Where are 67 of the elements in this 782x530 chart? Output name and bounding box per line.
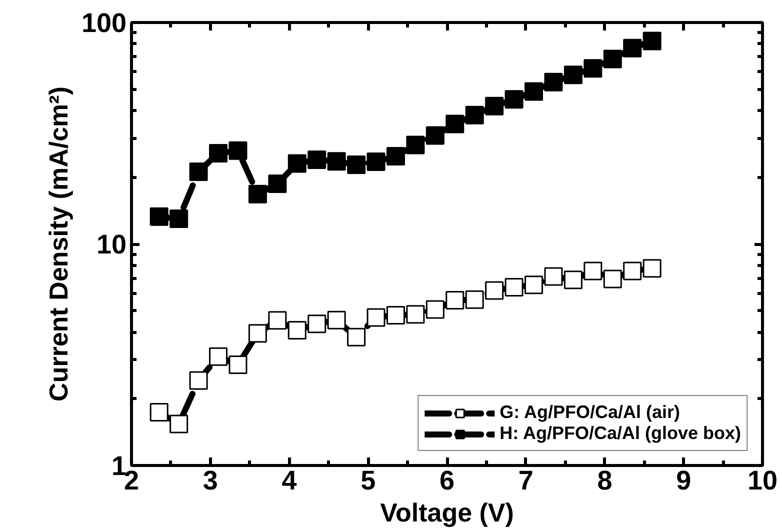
- point: [366, 152, 386, 172]
- point: [603, 50, 622, 68]
- x-tick-label: 8: [597, 466, 612, 496]
- point: [584, 262, 602, 280]
- x-axis-title: Voltage (V): [380, 498, 514, 528]
- point: [564, 270, 582, 290]
- point: [386, 146, 405, 166]
- point: [544, 267, 563, 286]
- point: [446, 114, 464, 134]
- point: [228, 141, 248, 160]
- point: [623, 38, 642, 58]
- point: [347, 155, 366, 174]
- point: [426, 126, 444, 145]
- point: [248, 184, 267, 204]
- y-tick-label: 10: [96, 230, 127, 260]
- x-tick-label: 5: [360, 466, 376, 496]
- point: [504, 90, 524, 109]
- point: [268, 311, 287, 330]
- x-tick-label: 3: [202, 466, 218, 496]
- point: [623, 262, 642, 280]
- point: [347, 328, 366, 346]
- legend-label: H: Ag/PFO/Ca/Al (glove box): [500, 423, 741, 444]
- point: [209, 144, 228, 162]
- point: [209, 347, 228, 366]
- point: [465, 290, 484, 309]
- x-tick-label: 7: [518, 466, 534, 496]
- point: [189, 371, 208, 390]
- point: [544, 72, 563, 92]
- point: [524, 276, 544, 294]
- point: [170, 414, 188, 434]
- point: [406, 136, 425, 154]
- point: [564, 66, 582, 84]
- x-tick-label: 6: [439, 466, 455, 496]
- point: [308, 150, 326, 170]
- point: [327, 152, 346, 171]
- x-tick-label: 2: [124, 466, 140, 496]
- point: [308, 314, 326, 334]
- y-tick-label: 100: [81, 8, 127, 38]
- point: [524, 82, 544, 101]
- point: [288, 320, 306, 340]
- point: [150, 207, 168, 226]
- point: [584, 59, 602, 78]
- point: [446, 291, 464, 310]
- point: [268, 174, 287, 194]
- point: [170, 210, 188, 228]
- point: [327, 310, 346, 330]
- x-tick-label: 4: [282, 466, 297, 496]
- point: [288, 154, 306, 173]
- point: [150, 402, 168, 422]
- point: [485, 281, 504, 300]
- point: [386, 306, 405, 324]
- point: [642, 259, 662, 278]
- point: [603, 270, 622, 288]
- x-tick-label: 10: [747, 466, 778, 496]
- legend-label: G: Ag/PFO/Ca/Al (air): [500, 402, 680, 423]
- y-axis-title: Current Density (mA/cm²): [43, 86, 74, 402]
- point: [189, 162, 208, 181]
- point: [406, 305, 425, 324]
- point: [426, 300, 444, 319]
- point: [248, 324, 267, 343]
- point: [228, 356, 248, 374]
- point: [465, 106, 484, 124]
- point: [504, 278, 524, 296]
- x-tick-label: 9: [676, 466, 692, 496]
- point: [366, 308, 386, 327]
- point: [485, 96, 504, 116]
- point: [642, 32, 662, 50]
